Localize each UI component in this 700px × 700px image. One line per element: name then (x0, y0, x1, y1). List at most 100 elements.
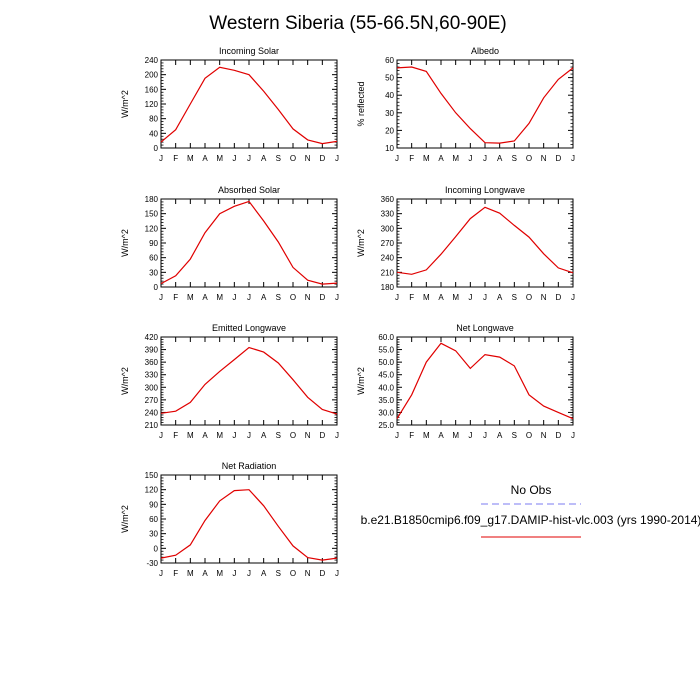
plot-frame (396, 198, 574, 288)
x-tick-label: A (261, 154, 267, 163)
x-tick-label: F (409, 431, 414, 440)
y-axis-label: W/m^2 (120, 229, 130, 257)
y-tick-label: 210 (381, 268, 395, 277)
x-tick-label: J (232, 154, 236, 163)
x-tick-label: M (423, 293, 430, 302)
x-tick-label: J (335, 569, 339, 578)
y-tick-label: 240 (381, 254, 395, 263)
x-tick-label: N (541, 293, 547, 302)
y-tick-label: 30 (149, 530, 158, 539)
y-tick-label: 210 (145, 421, 159, 430)
x-tick-label: M (216, 569, 223, 578)
y-tick-label: 360 (381, 195, 395, 204)
series-line (160, 489, 338, 561)
x-tick-label: J (247, 431, 251, 440)
x-tick-label: A (202, 154, 208, 163)
series-line (396, 206, 574, 275)
x-tick-label: O (290, 154, 296, 163)
x-tick-label: A (497, 154, 503, 163)
x-tick-label: M (423, 154, 430, 163)
plot-frame (396, 336, 574, 426)
x-tick-label: J (468, 154, 472, 163)
y-tick-label: 360 (145, 358, 159, 367)
y-tick-label: 45.0 (378, 371, 394, 380)
y-tick-label: 300 (381, 224, 395, 233)
y-tick-label: 10 (385, 144, 394, 153)
x-tick-label: J (232, 293, 236, 302)
y-tick-label: 0 (154, 544, 159, 553)
x-tick-label: A (438, 154, 444, 163)
y-tick-label: 90 (149, 500, 158, 509)
x-tick-label: M (216, 154, 223, 163)
legend-entry-label: b.e21.B1850cmip6.f09_g17.DAMIP-hist-vlc.… (361, 513, 700, 527)
y-tick-label: 180 (381, 283, 395, 292)
y-tick-label: 30 (385, 109, 394, 118)
x-tick-label: A (202, 431, 208, 440)
y-tick-label: 55.0 (378, 346, 394, 355)
x-tick-label: M (187, 431, 194, 440)
x-tick-label: A (438, 293, 444, 302)
series-line (396, 66, 574, 144)
x-tick-label: F (173, 154, 178, 163)
y-axis-label: W/m^2 (120, 367, 130, 395)
x-tick-label: A (261, 431, 267, 440)
x-tick-label: J (159, 569, 163, 578)
x-tick-label: J (159, 431, 163, 440)
x-tick-label: O (526, 154, 532, 163)
x-tick-label: A (497, 431, 503, 440)
y-tick-label: 60 (385, 56, 394, 65)
y-tick-label: 150 (145, 471, 159, 480)
y-axis-label: W/m^2 (120, 505, 130, 533)
x-tick-label: O (290, 569, 296, 578)
y-axis-label: W/m^2 (120, 90, 130, 118)
x-tick-label: M (452, 431, 459, 440)
x-tick-label: J (571, 154, 575, 163)
x-tick-label: N (305, 431, 311, 440)
x-tick-label: J (335, 154, 339, 163)
panel-title: Net Radiation (222, 461, 277, 471)
x-tick-label: J (395, 431, 399, 440)
x-tick-label: A (261, 569, 267, 578)
x-tick-label: S (276, 431, 281, 440)
x-tick-label: S (512, 431, 517, 440)
x-tick-label: M (187, 293, 194, 302)
y-tick-label: 270 (145, 396, 159, 405)
x-tick-label: O (290, 293, 296, 302)
y-tick-label: 60 (149, 515, 158, 524)
y-tick-label: 420 (145, 333, 159, 342)
x-tick-label: O (526, 293, 532, 302)
x-tick-label: J (483, 293, 487, 302)
y-tick-label: 0 (154, 144, 159, 153)
y-tick-label: 160 (145, 85, 159, 94)
series-line (160, 66, 338, 145)
panel-title: Incoming Longwave (445, 185, 525, 195)
chart-panel: Emitted Longwave 210 240 270 300 330 360 390 420… (120, 323, 339, 440)
plot-frame (396, 59, 574, 149)
x-tick-label: J (395, 293, 399, 302)
x-tick-label: J (335, 431, 339, 440)
x-tick-label: A (261, 293, 267, 302)
x-tick-label: F (409, 154, 414, 163)
y-tick-label: 120 (145, 224, 159, 233)
y-tick-label: 180 (145, 195, 159, 204)
y-tick-label: 120 (145, 100, 159, 109)
x-tick-label: N (305, 293, 311, 302)
chart-panel: Incoming Longwave 180 210 240 270 300 330 360 J F… (356, 185, 575, 302)
x-tick-label: A (438, 431, 444, 440)
y-tick-label: 120 (145, 486, 159, 495)
x-tick-label: F (409, 293, 414, 302)
x-tick-label: D (319, 293, 325, 302)
x-tick-label: J (468, 293, 472, 302)
y-axis-label: W/m^2 (356, 367, 366, 395)
y-tick-label: 50 (385, 74, 394, 83)
x-tick-label: D (319, 431, 325, 440)
y-tick-label: 60.0 (378, 333, 394, 342)
y-tick-label: 40.0 (378, 383, 394, 392)
x-tick-label: S (276, 569, 281, 578)
x-tick-label: O (526, 431, 532, 440)
x-tick-label: D (319, 154, 325, 163)
y-tick-label: 30.0 (378, 408, 394, 417)
